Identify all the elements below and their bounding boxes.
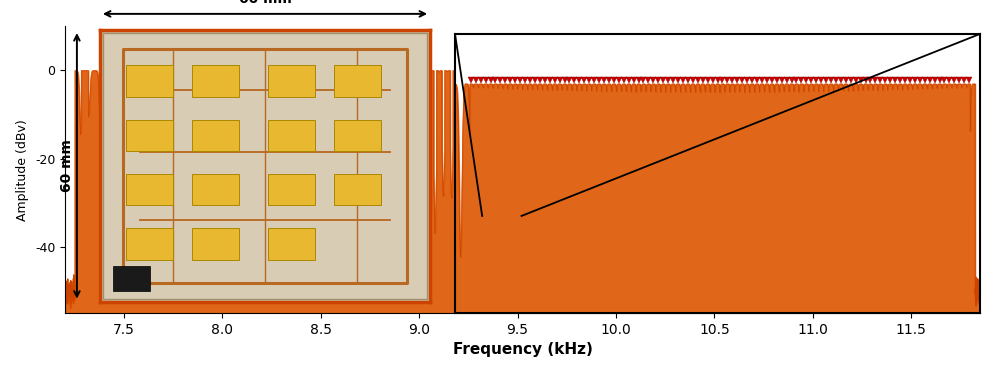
Bar: [268, 120, 315, 151]
X-axis label: Frequency (kHz): Frequency (kHz): [453, 342, 592, 357]
Bar: [334, 66, 381, 97]
Text: 60 mm: 60 mm: [239, 0, 291, 6]
Bar: [268, 228, 315, 259]
Bar: [126, 120, 173, 151]
Bar: [268, 66, 315, 97]
Text: 60 mm: 60 mm: [60, 139, 74, 192]
Y-axis label: Amplitude (dBv): Amplitude (dBv): [16, 119, 29, 221]
Bar: [192, 228, 239, 259]
Bar: [192, 174, 239, 205]
Bar: [192, 66, 239, 97]
Bar: [334, 174, 381, 205]
Bar: [268, 174, 315, 205]
Bar: [126, 174, 173, 205]
Bar: [126, 228, 173, 259]
Bar: [126, 66, 173, 97]
Bar: [113, 266, 150, 291]
FancyBboxPatch shape: [103, 33, 427, 299]
Bar: [192, 120, 239, 151]
Bar: [334, 120, 381, 151]
